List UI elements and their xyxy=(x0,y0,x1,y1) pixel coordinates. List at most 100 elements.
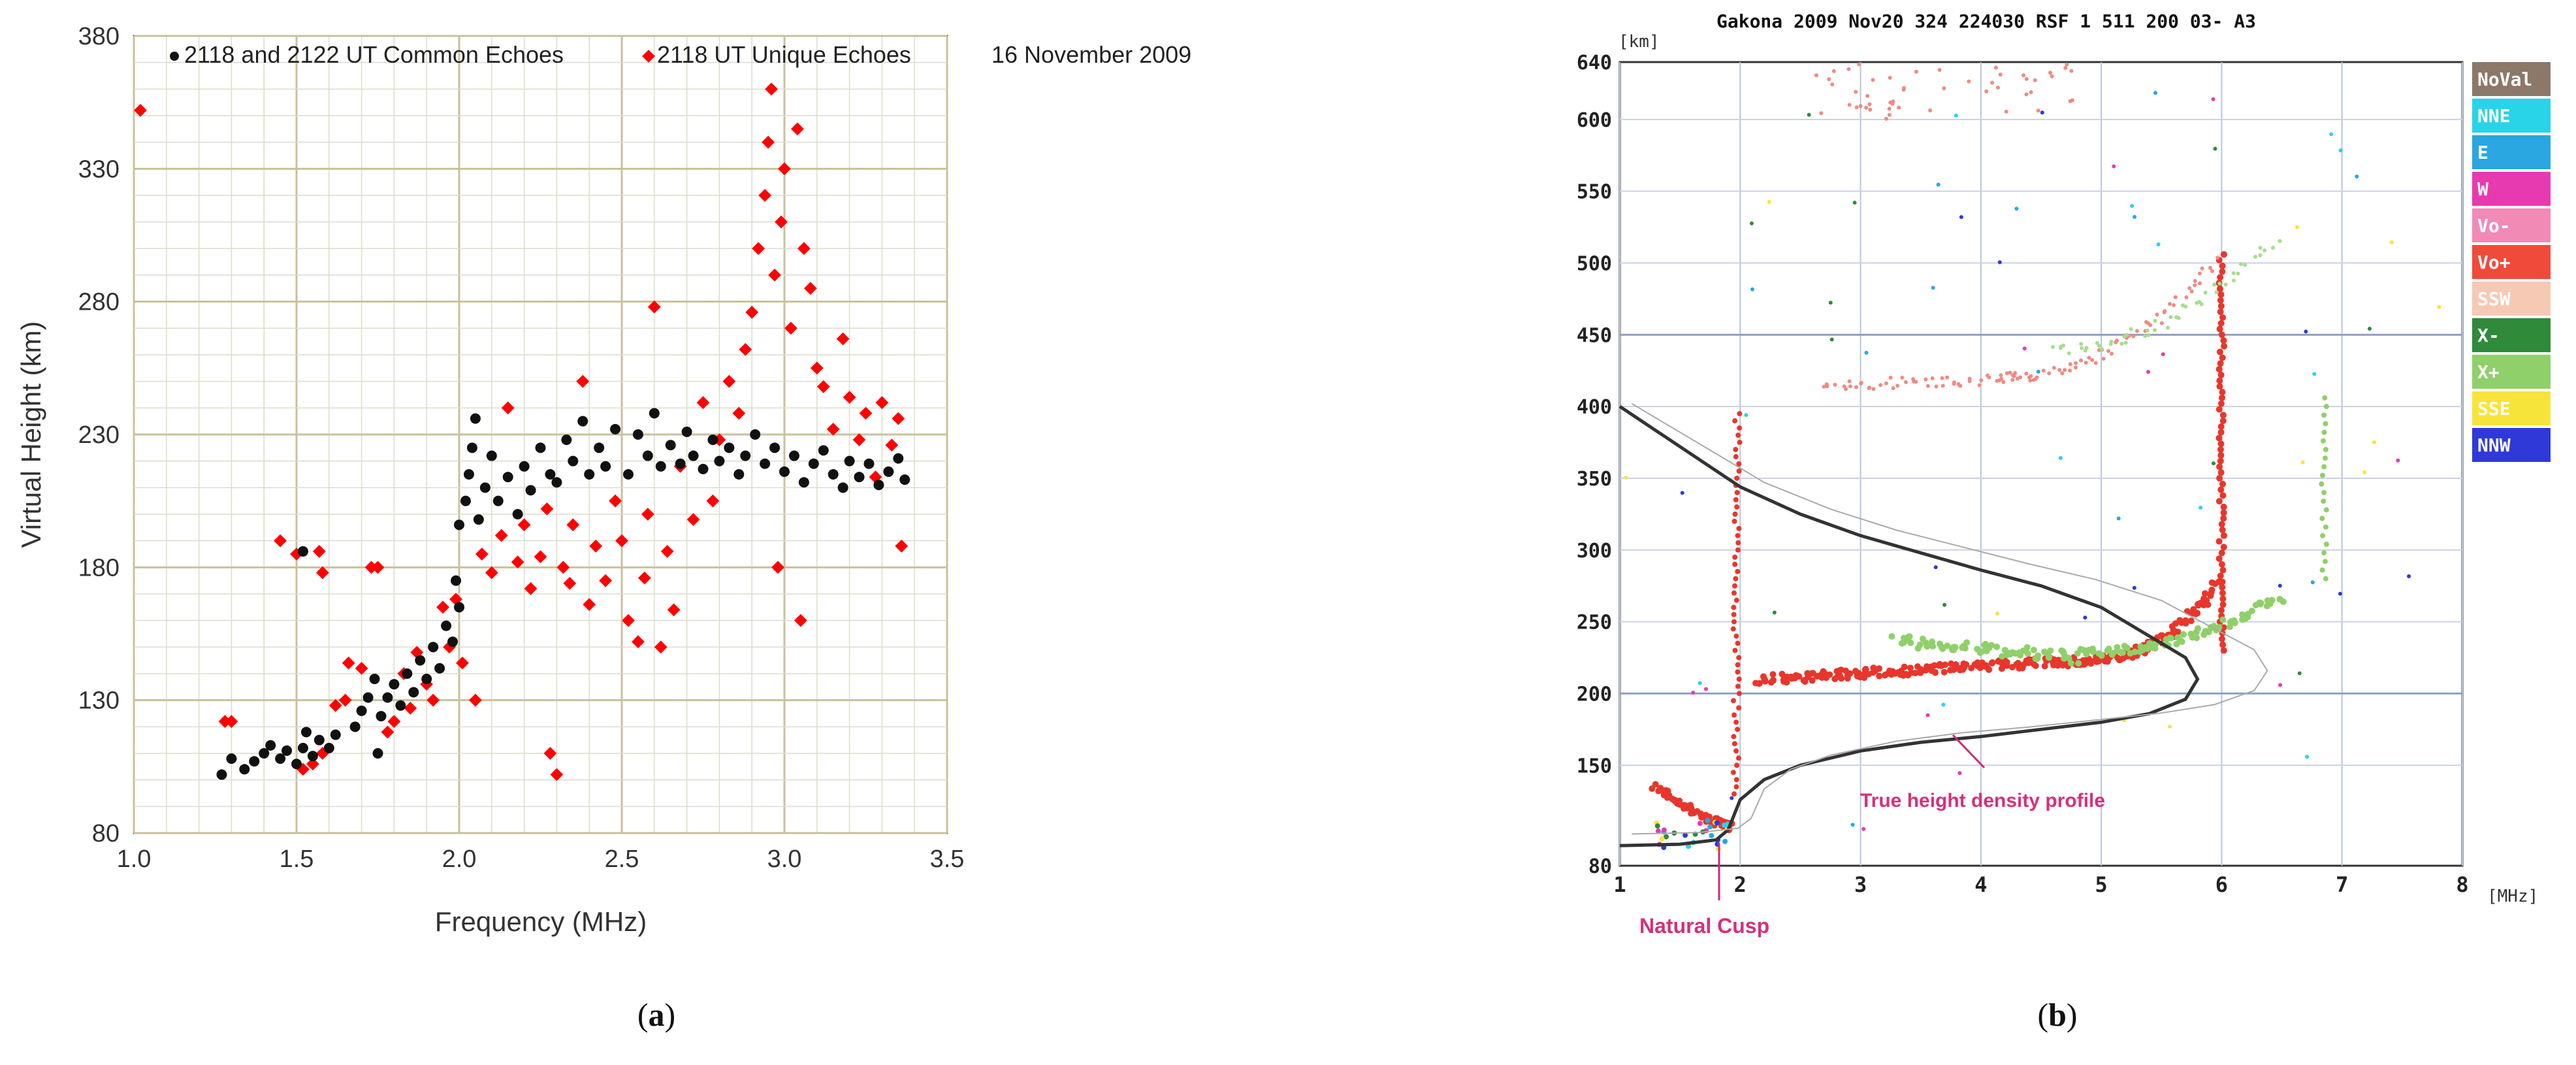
echo-dot xyxy=(2329,132,2334,137)
x-tick-label: 1.0 xyxy=(117,845,152,873)
legend-marker-common xyxy=(170,52,179,61)
common-echo-point xyxy=(883,466,894,477)
echo-dot xyxy=(2119,649,2127,656)
echo-dot xyxy=(2396,458,2400,463)
y-tick-label: 180 xyxy=(78,554,120,582)
unique-echo-point xyxy=(660,545,674,558)
common-echo-point xyxy=(216,769,227,780)
echo-dot xyxy=(1887,106,1892,111)
legend-swatch-x xyxy=(2472,318,2551,352)
echo-dot xyxy=(2033,78,2037,82)
echo-dot xyxy=(2219,583,2226,591)
echo-dot xyxy=(1809,677,1816,684)
legend-label: NoVal xyxy=(2477,69,2532,90)
unique-echo-point xyxy=(517,518,531,532)
y-tick-label: 230 xyxy=(78,421,120,449)
echo-dot xyxy=(2032,662,2039,669)
echo-dot xyxy=(2217,446,2224,453)
common-echo-point xyxy=(300,727,312,738)
x-tick-label: 3.5 xyxy=(930,845,965,873)
y-tick-label: 380 xyxy=(78,23,120,50)
common-echo-point xyxy=(307,751,318,762)
common-echo-point xyxy=(561,434,572,446)
echo-dot xyxy=(2323,507,2329,513)
common-echo-point xyxy=(649,408,660,419)
echo-dot xyxy=(1732,511,1738,517)
unique-echo-point xyxy=(550,768,564,781)
echo-dot xyxy=(1649,785,1656,793)
echo-dot xyxy=(2217,274,2224,281)
common-echo-point xyxy=(535,442,546,453)
echo-dot xyxy=(1901,663,1908,670)
echo-dot xyxy=(1697,821,1703,827)
echo-dot xyxy=(1950,666,1957,674)
common-echo-point xyxy=(372,748,383,759)
unique-echo-point xyxy=(615,534,628,548)
echo-dot xyxy=(2176,316,2181,320)
echo-dot xyxy=(1730,796,1734,800)
common-echo-point xyxy=(291,759,302,770)
echo-dot xyxy=(1736,705,1742,711)
common-echo-point xyxy=(421,674,432,685)
echo-dot xyxy=(2217,607,2225,614)
echo-dot xyxy=(1750,287,1754,291)
echo-dot xyxy=(2173,295,2178,299)
echo-dot xyxy=(2218,549,2225,557)
echo-dot xyxy=(1936,640,1943,647)
common-echo-point xyxy=(362,692,374,703)
x-tick-label: 1 xyxy=(1613,872,1626,897)
echo-dot xyxy=(2187,286,2192,290)
echo-dot xyxy=(1884,116,1888,121)
y-tick-label: 130 xyxy=(78,687,120,715)
echo-dot xyxy=(1931,286,1935,290)
unique-echo-point xyxy=(632,635,645,649)
echo-dot xyxy=(1732,647,1738,653)
echo-dot xyxy=(2221,532,2228,539)
common-echo-point xyxy=(863,458,875,469)
echo-dot xyxy=(2220,251,2227,258)
y-tick-label: 280 xyxy=(78,289,120,316)
echo-dot xyxy=(2095,341,2099,346)
echo-dot xyxy=(2146,333,2151,337)
y-tick-label: 330 xyxy=(78,156,120,183)
echo-dot xyxy=(2112,164,2116,169)
echo-dot xyxy=(2362,470,2367,474)
echo-dot xyxy=(2322,559,2328,565)
echo-dot xyxy=(2215,406,2223,413)
echo-dot xyxy=(1733,497,1739,502)
echo-dot xyxy=(2198,281,2202,286)
echo-dot xyxy=(1952,644,1959,651)
echo-dot xyxy=(2018,662,2025,669)
echo-dot xyxy=(2131,648,2138,655)
echo-dot xyxy=(2036,369,2040,374)
echo-dot xyxy=(1736,461,1742,467)
echo-dot xyxy=(1736,655,1742,661)
echo-dot xyxy=(2304,329,2308,334)
echo-dot xyxy=(2208,586,2215,593)
echo-dot xyxy=(2061,343,2066,348)
echo-dot xyxy=(2180,631,2187,638)
unique-echo-point xyxy=(599,574,612,587)
echo-dot xyxy=(1859,382,1863,386)
echo-dot xyxy=(1734,475,1740,481)
unique-echo-point xyxy=(816,380,830,393)
echo-dot xyxy=(2215,578,2223,585)
echo-dot xyxy=(2001,380,2006,384)
unique-echo-point xyxy=(654,640,668,654)
legend-label: Vo+ xyxy=(2477,252,2511,273)
echo-dot xyxy=(1939,646,1946,653)
unique-echo-point xyxy=(456,656,469,670)
echo-dot xyxy=(1705,817,1711,823)
echo-dot xyxy=(1928,108,1933,112)
echo-dot xyxy=(1887,112,1892,117)
echo-dot xyxy=(1914,69,1919,74)
echo-dot xyxy=(1736,691,1742,696)
common-echo-point xyxy=(584,469,595,480)
echo-dot xyxy=(2058,456,2063,461)
echo-dot xyxy=(2323,455,2328,461)
common-echo-point xyxy=(655,461,666,472)
echo-dot xyxy=(1731,712,1737,718)
panel-b-y-unit: [km] xyxy=(1618,32,1660,52)
echo-dot xyxy=(2217,371,2225,378)
echo-dot xyxy=(2032,655,2039,663)
